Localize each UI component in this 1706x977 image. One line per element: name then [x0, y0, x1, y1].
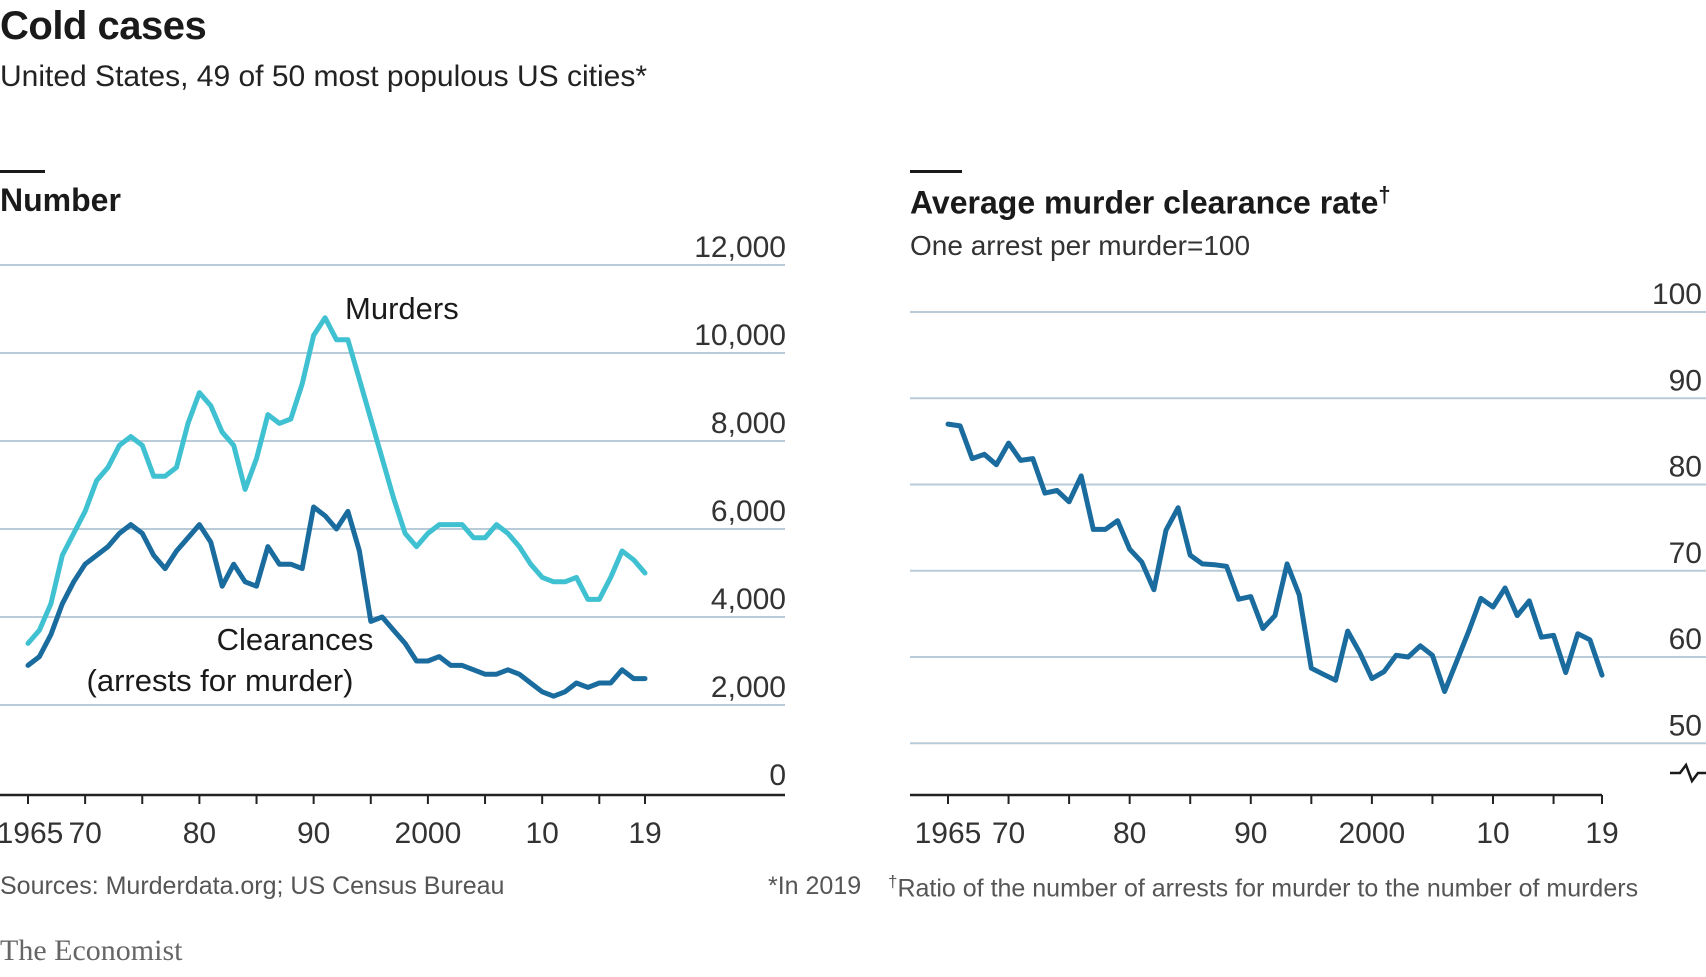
left-panel-rule: [0, 170, 45, 173]
left-panel-title: Number: [0, 182, 121, 218]
axis-break-icon: [1670, 762, 1706, 784]
y-tick-label: 8,000: [711, 407, 786, 440]
y-tick-label: 10,000: [694, 319, 786, 352]
footnote-dagger-mark: †: [888, 872, 898, 891]
y-tick-label: 2,000: [711, 671, 786, 704]
y-tick-label: 0: [769, 759, 786, 792]
y-tick-label: 100: [1652, 278, 1702, 311]
chart-title: Cold cases: [0, 4, 207, 48]
y-tick-label: 80: [1669, 451, 1702, 484]
y-tick-label: 70: [1669, 537, 1702, 570]
y-tick-label: 6,000: [711, 495, 786, 528]
right-panel-title: Average murder clearance rate†: [910, 182, 1391, 222]
x-tick-label: 1965: [0, 817, 63, 850]
right-panel-rule: [910, 170, 962, 173]
chart-subtitle: United States, 49 of 50 most populous US…: [0, 60, 648, 93]
right-chart: 50 60 70 80 90 100 1965 70 80 90 2000 10 19: [910, 278, 1706, 850]
sources-note: Sources: Murderdata.org; US Census Burea…: [0, 872, 505, 900]
y-tick-label: 90: [1669, 364, 1702, 397]
dagger-mark: †: [1378, 182, 1391, 207]
series-label-murders: Murders: [345, 291, 459, 326]
x-tick-label: 10: [525, 817, 558, 850]
x-tick-label: 70: [68, 817, 101, 850]
x-tick-label: 1965: [915, 817, 982, 850]
right-panel-title-text: Average murder clearance rate: [910, 184, 1379, 221]
y-tick-label: 4,000: [711, 583, 786, 616]
economist-logo: The Economist: [0, 934, 183, 967]
x-tick-label: 19: [1585, 817, 1618, 850]
series-line-b: [25, 504, 648, 699]
x-tick-label: 19: [628, 817, 661, 850]
left-chart: 0 2,000 4,000 6,000 8,000 10,000 12,000 1965 70 8…: [0, 231, 786, 850]
x-tick-label: 70: [992, 817, 1025, 850]
y-tick-label: 50: [1669, 709, 1702, 742]
series-line-a: [945, 421, 1605, 694]
x-tick-label: 2000: [395, 817, 462, 850]
series-line-a: [25, 315, 648, 646]
x-tick-label: 10: [1476, 817, 1509, 850]
right-panel-subtitle: One arrest per murder=100: [910, 230, 1251, 261]
footnote-dagger-text: Ratio of the number of arrests for murde…: [897, 874, 1639, 903]
y-tick-label: 60: [1669, 623, 1702, 656]
x-tick-label: 90: [297, 817, 330, 850]
x-tick-label: 80: [1113, 817, 1146, 850]
series-label-clearances: Clearances: [217, 622, 374, 657]
series-label-clearances-sub: (arrests for murder): [87, 663, 354, 698]
footnote-star: *In 2019: [768, 872, 862, 900]
x-tick-label: 2000: [1339, 817, 1406, 850]
x-tick-label: 90: [1234, 817, 1267, 850]
y-tick-label: 12,000: [694, 231, 786, 264]
footnote-dagger: †Ratio of the number of arrests for murd…: [888, 872, 1638, 903]
x-tick-label: 80: [183, 817, 216, 850]
